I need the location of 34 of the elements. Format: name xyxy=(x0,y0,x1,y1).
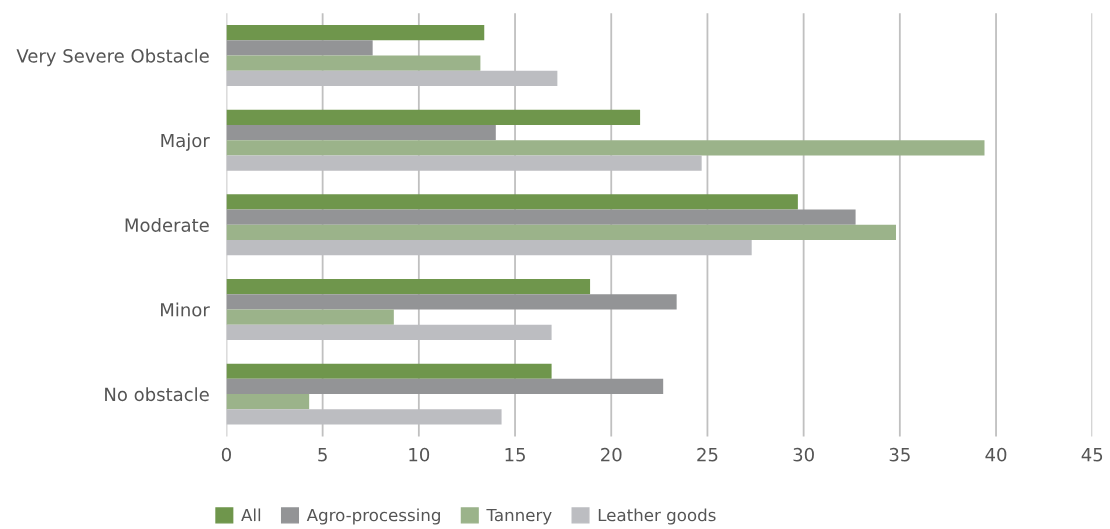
bar xyxy=(226,40,373,56)
y-tick-label: Very Severe Obstacle xyxy=(16,48,209,67)
x-tick-label: 30 xyxy=(793,447,814,462)
legend-label: Tannery xyxy=(486,508,552,525)
x-tick-label: 25 xyxy=(697,447,718,462)
y-tick-label: Minor xyxy=(161,302,210,317)
legend-label: All xyxy=(241,508,261,522)
bar xyxy=(226,109,641,125)
x-tick-label: 45 xyxy=(1081,448,1103,462)
x-tick-label: 0 xyxy=(221,447,231,462)
legend-label: Agro-processing xyxy=(306,508,440,525)
bar xyxy=(226,309,394,325)
bar xyxy=(226,278,591,295)
bar xyxy=(226,294,677,310)
x-tick-label: 15 xyxy=(505,448,525,462)
bar xyxy=(226,209,856,225)
bar xyxy=(226,224,896,241)
x-tick-label: 40 xyxy=(985,447,1007,462)
legend-label: Leather goods xyxy=(598,508,716,525)
y-tick-label: Moderate xyxy=(125,217,209,232)
x-tick-label: 10 xyxy=(409,447,430,462)
bar xyxy=(226,25,485,41)
x-tick-label: 35 xyxy=(889,447,910,462)
y-tick-label: No obstacle xyxy=(105,387,209,402)
bar xyxy=(226,363,552,379)
bar xyxy=(226,194,798,210)
bar xyxy=(226,394,310,410)
bar xyxy=(226,124,496,141)
bar xyxy=(226,378,664,395)
x-tick-label: 5 xyxy=(318,448,327,462)
y-tick-label: Major xyxy=(161,133,210,151)
x-tick-label: 20 xyxy=(601,447,622,462)
bar xyxy=(226,140,985,156)
bar xyxy=(226,55,481,71)
